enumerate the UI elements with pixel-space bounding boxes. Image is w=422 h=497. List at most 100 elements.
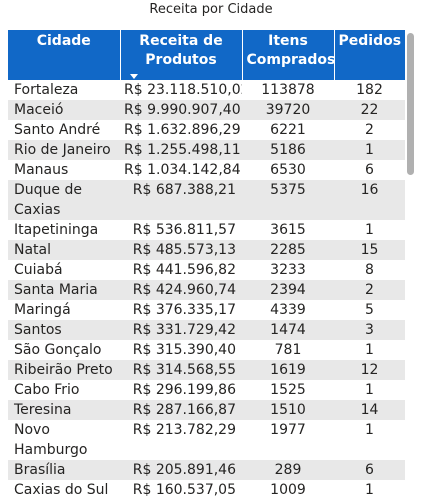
- column-header-receita[interactable]: Receita de Produtos: [120, 30, 243, 80]
- cell-pedidos: 1: [334, 420, 405, 460]
- table-container[interactable]: Cidade Receita de Produtos Itens Comprad…: [8, 30, 405, 497]
- cell-pedidos: 12: [334, 360, 405, 380]
- cell-cidade: Cabo Frio: [8, 380, 120, 400]
- cell-itens: 6221: [242, 120, 334, 140]
- table-row[interactable]: Santa Maria R$ 424.960,74 2394 2: [8, 280, 405, 300]
- cell-pedidos: 2: [334, 280, 405, 300]
- cell-receita: R$ 376.335,17: [120, 300, 242, 320]
- table-row[interactable]: Ribeirão Preto R$ 314.568,55 1619 12: [8, 360, 405, 380]
- column-header-pedidos[interactable]: Pedidos: [334, 30, 405, 80]
- table-row[interactable]: Teresina R$ 287.166,87 1510 14: [8, 400, 405, 420]
- cell-pedidos: 1: [334, 480, 405, 497]
- cell-receita: R$ 1.255.498,11: [120, 140, 242, 160]
- cell-receita: R$ 205.891,46: [120, 460, 242, 480]
- cell-receita: R$ 23.118.510,02: [120, 80, 242, 100]
- cell-receita: R$ 1.632.896,29: [120, 120, 242, 140]
- cell-pedidos: 182: [334, 80, 405, 100]
- cell-pedidos: 3: [334, 320, 405, 340]
- cell-pedidos: 16: [334, 180, 405, 220]
- table-row[interactable]: Fortaleza R$ 23.118.510,02 113878 182: [8, 80, 405, 100]
- column-header-itens[interactable]: Itens Comprados: [242, 30, 335, 80]
- cell-receita: R$ 9.990.907,40: [120, 100, 242, 120]
- scrollbar-thumb[interactable]: [407, 33, 414, 175]
- cell-itens: 6530: [242, 160, 334, 180]
- cell-receita: R$ 160.537,05: [120, 480, 242, 497]
- cell-cidade: Novo Hamburgo: [8, 420, 120, 460]
- table-row[interactable]: Cuiabá R$ 441.596,82 3233 8: [8, 260, 405, 280]
- cell-cidade: Caxias do Sul: [8, 480, 120, 497]
- cell-itens: 113878: [242, 80, 334, 100]
- table-row[interactable]: Caxias do Sul R$ 160.537,05 1009 1: [8, 480, 405, 497]
- cell-itens: 3615: [242, 220, 334, 240]
- cell-cidade: Maceió: [8, 100, 120, 120]
- cell-itens: 289: [242, 460, 334, 480]
- cell-pedidos: 14: [334, 400, 405, 420]
- cell-receita: R$ 296.199,86: [120, 380, 242, 400]
- cell-cidade: Rio de Janeiro: [8, 140, 120, 160]
- table-row[interactable]: Rio de Janeiro R$ 1.255.498,11 5186 1: [8, 140, 405, 160]
- column-header-cidade[interactable]: Cidade: [8, 30, 121, 80]
- cell-cidade: São Gonçalo: [8, 340, 120, 360]
- cell-pedidos: 6: [334, 160, 405, 180]
- cell-receita: R$ 485.573,13: [120, 240, 242, 260]
- cell-receita: R$ 331.729,42: [120, 320, 242, 340]
- cell-itens: 5375: [242, 180, 334, 220]
- cell-cidade: Natal: [8, 240, 120, 260]
- cell-receita: R$ 441.596,82: [120, 260, 242, 280]
- cell-pedidos: 6: [334, 460, 405, 480]
- table-row[interactable]: Natal R$ 485.573,13 2285 15: [8, 240, 405, 260]
- cell-itens: 1525: [242, 380, 334, 400]
- cell-itens: 5186: [242, 140, 334, 160]
- cell-cidade: Maringá: [8, 300, 120, 320]
- cell-pedidos: 1: [334, 340, 405, 360]
- cell-cidade: Brasília: [8, 460, 120, 480]
- cell-pedidos: 1: [334, 140, 405, 160]
- table-row[interactable]: Itapetininga R$ 536.811,57 3615 1: [8, 220, 405, 240]
- cell-itens: 2394: [242, 280, 334, 300]
- table-row[interactable]: Manaus R$ 1.034.142,84 6530 6: [8, 160, 405, 180]
- cell-receita: R$ 536.811,57: [120, 220, 242, 240]
- cell-receita: R$ 424.960,74: [120, 280, 242, 300]
- cell-receita: R$ 287.166,87: [120, 400, 242, 420]
- table-row[interactable]: Maringá R$ 376.335,17 4339 5: [8, 300, 405, 320]
- cell-pedidos: 15: [334, 240, 405, 260]
- cell-pedidos: 1: [334, 220, 405, 240]
- cell-receita: R$ 213.782,29: [120, 420, 242, 460]
- table-row[interactable]: Santos R$ 331.729,42 1474 3: [8, 320, 405, 340]
- cell-pedidos: 1: [334, 380, 405, 400]
- cell-itens: 781: [242, 340, 334, 360]
- cell-cidade: Santa Maria: [8, 280, 120, 300]
- cell-cidade: Teresina: [8, 400, 120, 420]
- cell-itens: 2285: [242, 240, 334, 260]
- table-row[interactable]: Novo Hamburgo R$ 213.782,29 1977 1: [8, 420, 405, 460]
- table-row[interactable]: Santo André R$ 1.632.896,29 6221 2: [8, 120, 405, 140]
- cell-cidade: Ribeirão Preto: [8, 360, 120, 380]
- cell-cidade: Santo André: [8, 120, 120, 140]
- cell-cidade: Manaus: [8, 160, 120, 180]
- cell-cidade: Cuiabá: [8, 260, 120, 280]
- cell-cidade: Santos: [8, 320, 120, 340]
- cell-cidade: Duque de Caxias: [8, 180, 120, 220]
- table-row[interactable]: São Gonçalo R$ 315.390,40 781 1: [8, 340, 405, 360]
- cell-pedidos: 2: [334, 120, 405, 140]
- vertical-scrollbar[interactable]: [405, 30, 417, 497]
- table-row[interactable]: Brasília R$ 205.891,46 289 6: [8, 460, 405, 480]
- cell-pedidos: 22: [334, 100, 405, 120]
- cell-pedidos: 5: [334, 300, 405, 320]
- cell-itens: 1977: [242, 420, 334, 460]
- cell-cidade: Fortaleza: [8, 80, 120, 100]
- visual-title: Receita por Cidade: [149, 2, 273, 17]
- table-row[interactable]: Maceió R$ 9.990.907,40 39720 22: [8, 100, 405, 120]
- cell-itens: 1510: [242, 400, 334, 420]
- cell-receita: R$ 315.390,40: [120, 340, 242, 360]
- cell-receita: R$ 1.034.142,84: [120, 160, 242, 180]
- cell-itens: 39720: [242, 100, 334, 120]
- header-row: Cidade Receita de Produtos Itens Comprad…: [8, 30, 405, 80]
- cell-cidade: Itapetininga: [8, 220, 120, 240]
- revenue-table: Cidade Receita de Produtos Itens Comprad…: [8, 30, 405, 497]
- table-row[interactable]: Cabo Frio R$ 296.199,86 1525 1: [8, 380, 405, 400]
- cell-itens: 1619: [242, 360, 334, 380]
- cell-itens: 1009: [242, 480, 334, 497]
- cell-itens: 1474: [242, 320, 334, 340]
- table-row[interactable]: Duque de Caxias R$ 687.388,21 5375 16: [8, 180, 405, 220]
